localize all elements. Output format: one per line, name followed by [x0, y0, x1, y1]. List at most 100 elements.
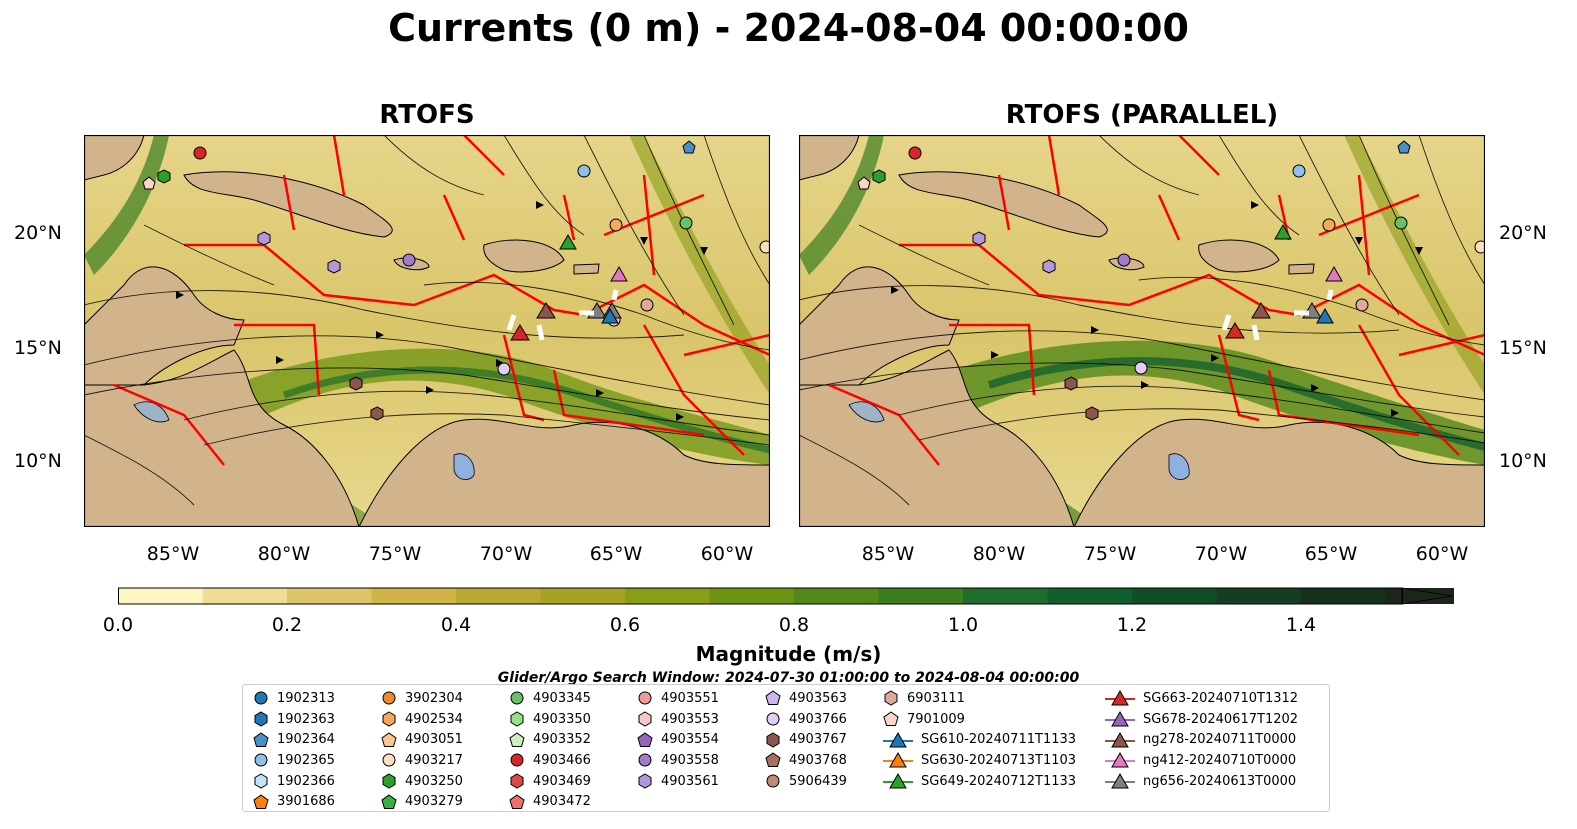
pentagon-marker-icon	[883, 711, 899, 727]
map-panel-rtofs-parallel	[799, 135, 1485, 527]
colorbar-segment	[371, 588, 457, 604]
glider-markers	[510, 233, 628, 341]
legend-item: ng412-20240710T0000	[1105, 750, 1298, 771]
circle-marker-icon	[510, 753, 524, 767]
land-south-america	[358, 418, 770, 527]
triangle-marker-icon	[883, 773, 913, 789]
triangle-marker-icon	[1105, 773, 1135, 789]
lon-label-75w: 75°W	[1083, 543, 1137, 565]
legend-item: SG630-20240713T1103	[883, 750, 1076, 771]
circle-marker-icon	[638, 753, 652, 767]
glider-tracks	[506, 289, 619, 341]
legend-item: 6903111	[883, 688, 1076, 709]
legend-item-label: SG610-20240711T1133	[921, 732, 1077, 748]
legend-column: 3902304 4902534 4903051 4903217 4903250 49032…	[381, 688, 463, 812]
current-east	[1344, 135, 1485, 395]
legend-item-label: 4903766	[789, 711, 847, 727]
legend-item-label: 4903768	[789, 752, 847, 768]
legend-item-label: 4903563	[789, 690, 847, 706]
triangle-marker-icon	[1105, 690, 1135, 706]
legend-item-label: 1902363	[277, 711, 335, 727]
legend-item-label: SG678-20240617T1202	[1143, 711, 1299, 727]
legend-item-label: 1902366	[277, 773, 335, 789]
hexagon-marker-icon	[510, 711, 524, 727]
hexagon-marker-icon	[510, 773, 524, 789]
colorbar-title: Magnitude (m/s)	[695, 642, 882, 666]
circle-marker-icon	[766, 774, 780, 788]
triangle-marker-icon	[883, 731, 913, 748]
legend-item-label: 4903469	[533, 773, 591, 789]
lon-label-70w: 70°W	[1194, 543, 1248, 565]
legend-item-label: 4903466	[533, 752, 591, 768]
streamlines	[84, 135, 770, 506]
pentagon-marker-icon	[765, 690, 781, 706]
legend-item-label: 3901686	[277, 794, 335, 810]
legend-item: 4903563	[765, 688, 847, 709]
legend-item: 3901686	[253, 791, 335, 812]
panel-title-rtofs-parallel: RTOFS (PARALLEL)	[1005, 100, 1279, 130]
lon-label-65w: 65°W	[1304, 543, 1358, 565]
legend-item: 4903469	[509, 771, 591, 792]
legend-item-label: 4903558	[661, 752, 719, 768]
hexagon-marker-icon	[382, 711, 396, 727]
legend-item-label: 4903553	[661, 711, 719, 727]
legend-item: 4902534	[381, 709, 463, 730]
triangle-marker-icon	[1105, 731, 1135, 748]
hexagon-marker-icon	[766, 732, 780, 748]
colorbar-segment	[118, 588, 203, 604]
float-markers	[857, 140, 1485, 421]
legend-item: SG678-20240617T1202	[1105, 709, 1298, 730]
current-jet	[939, 340, 1485, 465]
legend-item: 4903279	[381, 791, 463, 812]
legend-item: 4903217	[381, 750, 463, 771]
legend-item: 1902364	[253, 729, 335, 750]
lake-nicaragua	[133, 401, 170, 423]
lon-label-85w: 85°W	[861, 543, 915, 565]
colorbar-segment	[625, 588, 710, 604]
colorbar-segment	[794, 588, 879, 604]
lat-label-left-15n: 15°N	[14, 337, 62, 359]
current-east	[629, 135, 770, 395]
colorbar-segment	[1216, 588, 1302, 604]
lake-maracaibo	[1168, 453, 1190, 480]
colorbar-tick-label: 0.4	[440, 614, 472, 636]
lon-label-60w: 60°W	[1415, 543, 1469, 565]
legend-item-label: ng412-20240710T0000	[1143, 752, 1297, 768]
hexagon-marker-icon	[382, 773, 396, 789]
legend-column: SG663-20240710T1312 SG678-20240617T1202 ng…	[1105, 688, 1298, 791]
legend-column: 1902313 1902363 1902364 1902365 1902366 39016…	[253, 688, 335, 812]
legend-item-label: 1902365	[277, 752, 335, 768]
legend-item: 4903554	[637, 729, 719, 750]
legend-item: 4903352	[509, 729, 591, 750]
land-florida	[799, 135, 860, 181]
triangle-marker-icon	[1105, 711, 1135, 727]
lat-label-right-20n: 20°N	[1499, 222, 1547, 244]
colorbar	[118, 587, 1454, 605]
legend-item: 4903350	[509, 709, 591, 730]
legend-item: 4903767	[765, 729, 847, 750]
map-frame	[799, 135, 1485, 527]
legend-item: 4903345	[509, 688, 591, 709]
lat-label-right-10n: 10°N	[1499, 450, 1547, 472]
legend-item: 3902304	[381, 688, 463, 709]
circle-marker-icon	[382, 753, 396, 767]
land-cuba	[183, 171, 393, 238]
legend-column: 4903345 4903350 4903352 4903466 4903469 49034…	[509, 688, 591, 812]
lon-label-70w: 70°W	[479, 543, 533, 565]
legend-item: 4903553	[637, 709, 719, 730]
pentagon-marker-icon	[509, 794, 525, 809]
colorbar-segment	[456, 588, 541, 604]
land-cuba	[898, 171, 1108, 238]
colorbar-tick-label: 1.0	[947, 614, 979, 636]
colorbar-segment	[1047, 588, 1133, 604]
lon-label-80w: 80°W	[972, 543, 1026, 565]
legend-item-label: 4903250	[405, 773, 463, 789]
colorbar-segment	[540, 588, 626, 604]
eez-boundaries	[828, 135, 1485, 466]
pentagon-marker-icon	[253, 732, 269, 747]
legend-item-label: 6903111	[907, 690, 965, 706]
legend-item-label: 4903352	[533, 732, 591, 748]
land-central-america	[84, 349, 360, 527]
land-hispaniola	[483, 239, 565, 273]
legend-item-label: 4902534	[405, 711, 463, 727]
